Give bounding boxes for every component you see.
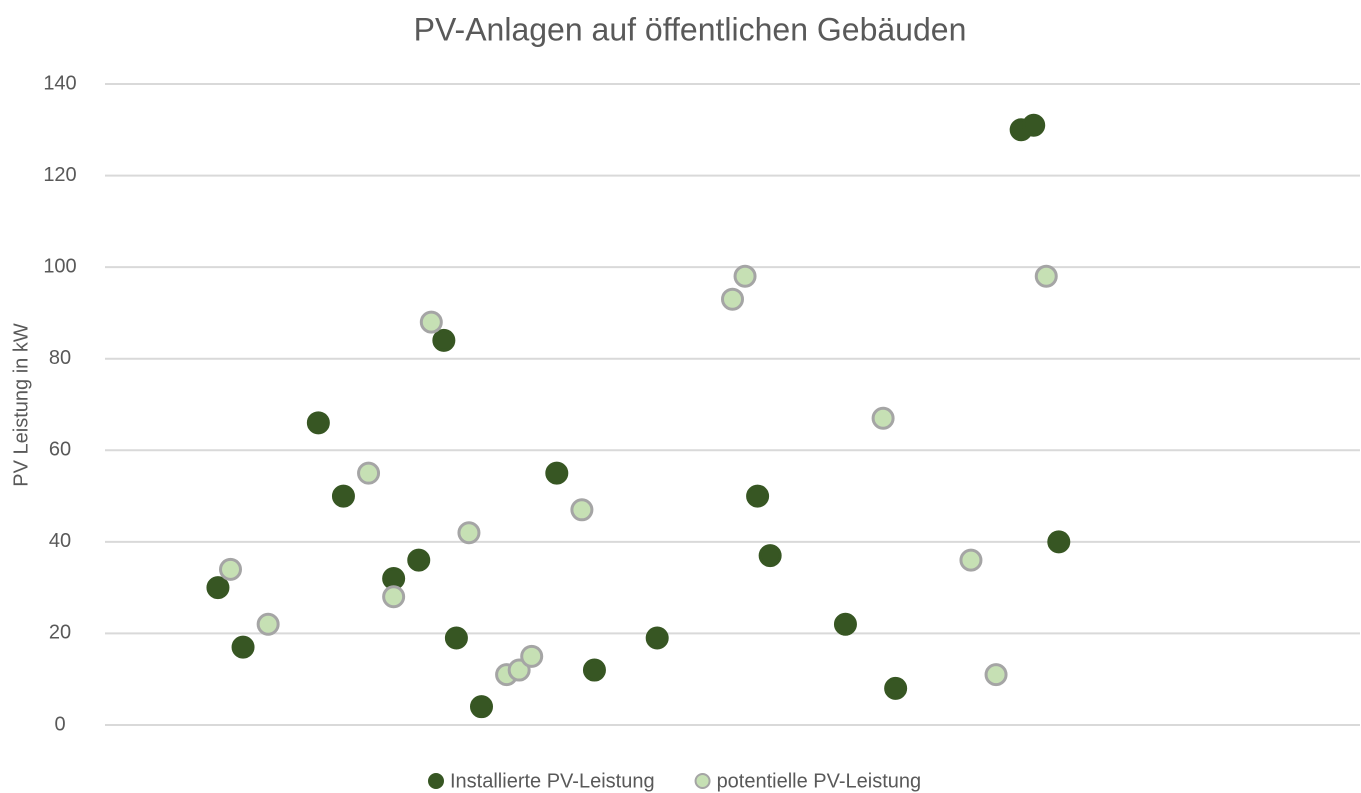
point (758, 544, 782, 568)
point (419, 310, 443, 334)
point (733, 264, 757, 288)
y-tick-label: 40 (49, 530, 71, 552)
point (833, 612, 857, 636)
legend-label: Installierte PV-Leistung (450, 770, 655, 792)
point (444, 626, 468, 650)
point (884, 676, 908, 700)
point (470, 695, 493, 719)
point (959, 548, 983, 572)
y-tick-label: 20 (49, 622, 71, 644)
point (457, 521, 481, 545)
point (357, 461, 381, 485)
point (1034, 264, 1058, 288)
legend-label: potentielle PV-Leistung (717, 770, 922, 792)
point (1022, 113, 1046, 137)
point (545, 461, 569, 485)
y-tick-label: 120 (43, 164, 76, 186)
point (331, 484, 355, 508)
point (256, 612, 280, 636)
point (1047, 530, 1071, 554)
point (219, 557, 242, 581)
point (746, 484, 770, 508)
point (645, 626, 669, 650)
legend-marker (428, 773, 444, 789)
point (871, 406, 895, 430)
point (721, 287, 744, 311)
point (432, 328, 456, 352)
point (407, 548, 431, 572)
legend: Installierte PV-Leistung potentielle PV-L… (428, 770, 922, 792)
y-axis-label: PV Leistung in kW (10, 323, 32, 487)
y-tick-label: 140 (43, 72, 76, 94)
chart-title: PV-Anlagen auf öffentlichen Gebäuden (414, 11, 967, 47)
point (382, 585, 406, 609)
y-tick-label: 60 (49, 439, 71, 461)
point (984, 663, 1008, 687)
legend-marker (694, 773, 711, 789)
point (520, 644, 544, 668)
point (206, 576, 230, 600)
y-tick-label: 0 (54, 713, 65, 735)
y-tick-label: 100 (43, 255, 76, 277)
point (507, 658, 531, 682)
point (570, 498, 594, 522)
point (231, 635, 255, 659)
point (306, 411, 330, 435)
point (582, 658, 606, 682)
y-tick-label: 80 (49, 347, 71, 369)
